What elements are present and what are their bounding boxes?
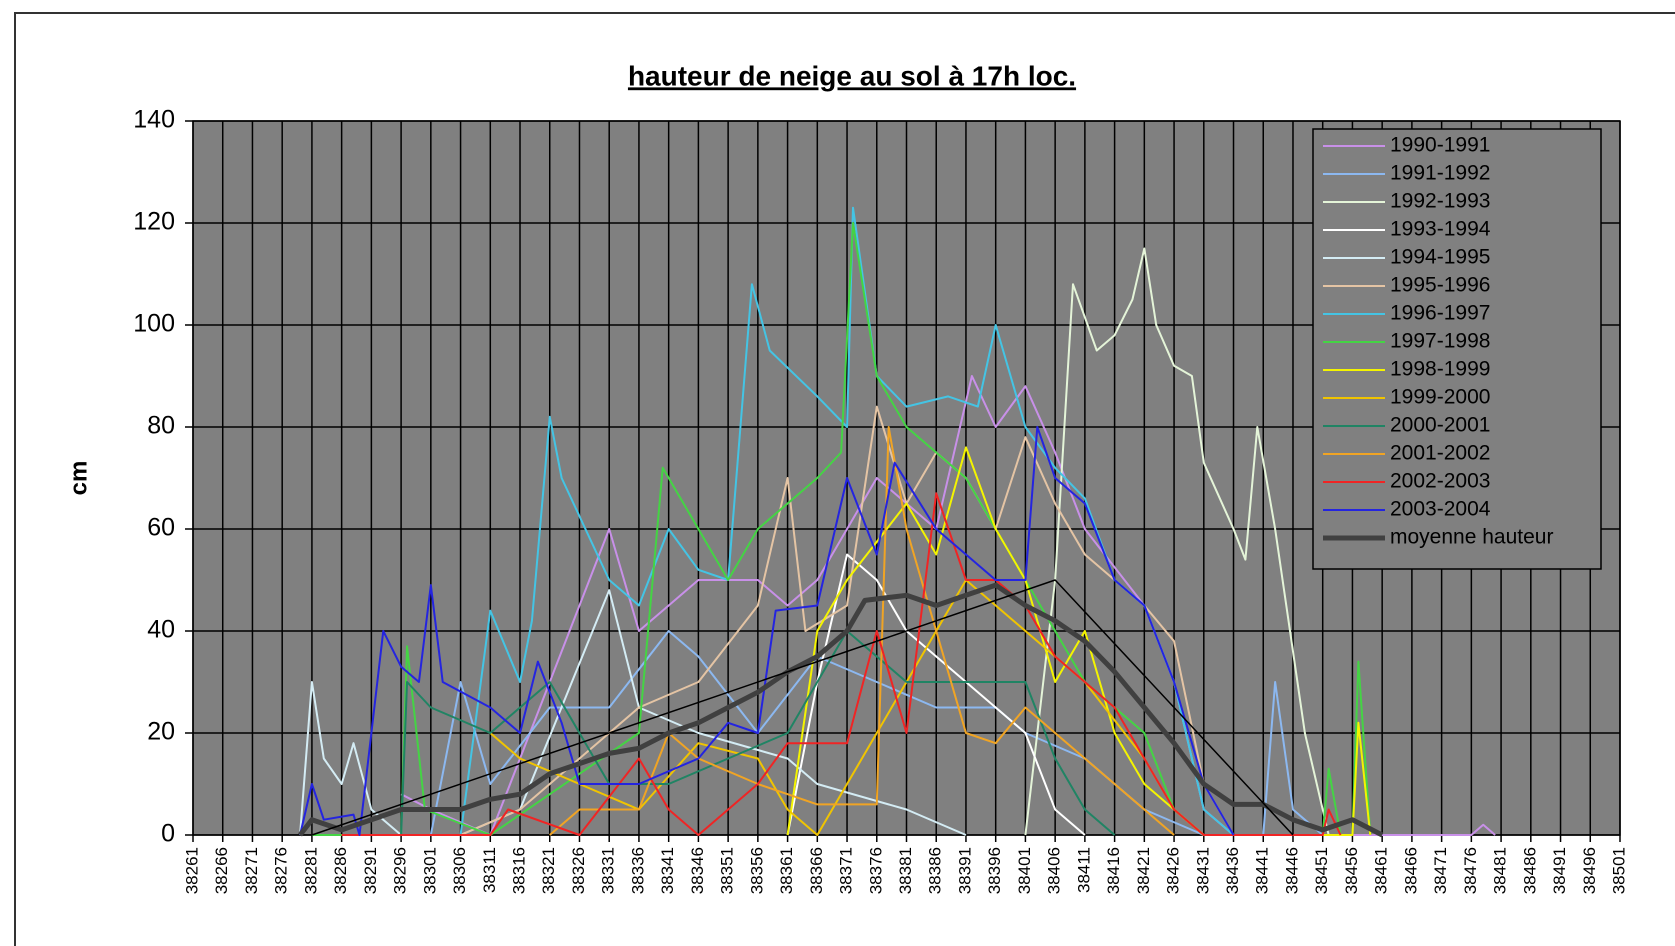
legend-label: 1992-1993	[1390, 190, 1490, 213]
y-tick-label: 40	[147, 616, 175, 644]
legend-label: 1999-2000	[1390, 386, 1490, 409]
x-tick-label: 38271	[242, 847, 261, 894]
x-tick-label: 38346	[688, 847, 707, 894]
x-tick-label: 38396	[985, 847, 1004, 894]
series-line	[459, 206, 1235, 836]
x-tick-label: 38371	[837, 847, 856, 894]
x-tick-label: 38481	[1491, 847, 1510, 894]
x-tick-label: 38351	[718, 847, 737, 894]
x-tick-label: 38461	[1372, 847, 1391, 894]
legend-label: 1995-1996	[1390, 274, 1490, 297]
frame	[14, 12, 1675, 946]
legend-label: 2003-2004	[1390, 498, 1491, 521]
x-tick-label: 38376	[866, 847, 885, 894]
x-tick-label: 38451	[1312, 847, 1331, 894]
plot-border	[192, 120, 1621, 836]
chart-title: hauteur de neige au sol à 17h loc.	[628, 60, 1076, 91]
x-tick-label: 38466	[1401, 847, 1420, 894]
x-tick-label: 38261	[182, 847, 201, 894]
x-tick-label: 38366	[807, 847, 826, 894]
x-tick-label: 38476	[1461, 847, 1480, 894]
legend-label: 2002-2003	[1390, 470, 1490, 493]
x-tick-label: 38426	[1164, 847, 1183, 894]
x-tick-label: 38301	[420, 847, 439, 894]
y-tick-label: 120	[133, 208, 175, 236]
x-tick-label: 38296	[391, 847, 410, 894]
series-line	[299, 426, 1235, 836]
x-tick-label: 38386	[926, 847, 945, 894]
legend-label: 1990-1991	[1390, 134, 1490, 157]
x-tick-label: 38431	[1193, 847, 1212, 894]
legend-label: 1998-1999	[1390, 358, 1490, 381]
legend-label: 1994-1995	[1390, 246, 1490, 269]
legend-label: 2000-2001	[1390, 414, 1490, 437]
x-tick-label: 38491	[1550, 847, 1569, 894]
x-tick-label: 38331	[599, 847, 618, 894]
legend-label: 1997-1998	[1390, 330, 1490, 353]
x-tick-label: 38361	[777, 847, 796, 894]
series-line	[341, 492, 1342, 836]
x-tick-label: 38416	[1104, 847, 1123, 894]
x-tick-label: 38501	[1609, 847, 1628, 894]
x-tick-label: 38326	[569, 847, 588, 894]
x-tick-label: 38456	[1342, 847, 1361, 894]
y-tick-label: 100	[133, 310, 175, 338]
trend-line	[311, 579, 1294, 836]
y-tick-label: 20	[147, 718, 175, 746]
x-tick-label: 38341	[658, 847, 677, 894]
x-tick-label: 38306	[450, 847, 469, 894]
x-tick-label: 38401	[1015, 847, 1034, 894]
x-tick-label: 38391	[955, 847, 974, 894]
x-tick-label: 38471	[1431, 847, 1450, 894]
x-tick-label: 38316	[510, 847, 529, 894]
x-tick-label: 38406	[1045, 847, 1064, 894]
legend-box	[1312, 128, 1602, 570]
y-tick-label: 60	[147, 514, 175, 542]
series-line	[298, 582, 1384, 838]
x-tick-label: 38441	[1253, 847, 1272, 894]
legend: 1990-1991 1991-1992 1992-1993 1993-1994 1994…	[1312, 128, 1602, 570]
legend-label: 2001-2002	[1390, 442, 1490, 465]
x-tick-label: 38291	[361, 847, 380, 894]
legend-label: 1996-1997	[1390, 302, 1490, 325]
y-tick-label: 0	[161, 820, 175, 848]
legend-label: 1993-1994	[1390, 218, 1491, 241]
y-axis-label: cm	[65, 461, 92, 496]
x-tick-label: 38321	[539, 847, 558, 894]
x-tick-label: 38281	[301, 847, 320, 894]
x-tick-label: 38276	[272, 847, 291, 894]
x-tick-label: 38286	[331, 847, 350, 894]
legend-label: 1991-1992	[1390, 162, 1490, 185]
x-tick-label: 38411	[1074, 847, 1093, 893]
x-tick-label: 38421	[1134, 847, 1153, 894]
x-tick-label: 38311	[480, 847, 499, 893]
x-tick-label: 38446	[1282, 847, 1301, 894]
y-tick-label: 140	[133, 106, 175, 134]
legend-label: moyenne hauteur	[1390, 526, 1553, 549]
x-tick-label: 38356	[747, 847, 766, 894]
x-tick-label: 38496	[1580, 847, 1599, 894]
series-line	[311, 222, 1372, 836]
y-tick-label: 80	[147, 412, 175, 440]
series-line	[1024, 247, 1330, 836]
x-tick-label: 38436	[1223, 847, 1242, 894]
series-line	[549, 426, 1175, 836]
x-tick-label: 38381	[896, 847, 915, 894]
x-tick-label: 38486	[1520, 847, 1539, 894]
x-tick-label: 38266	[212, 847, 231, 894]
x-tick-label: 38336	[628, 847, 647, 894]
